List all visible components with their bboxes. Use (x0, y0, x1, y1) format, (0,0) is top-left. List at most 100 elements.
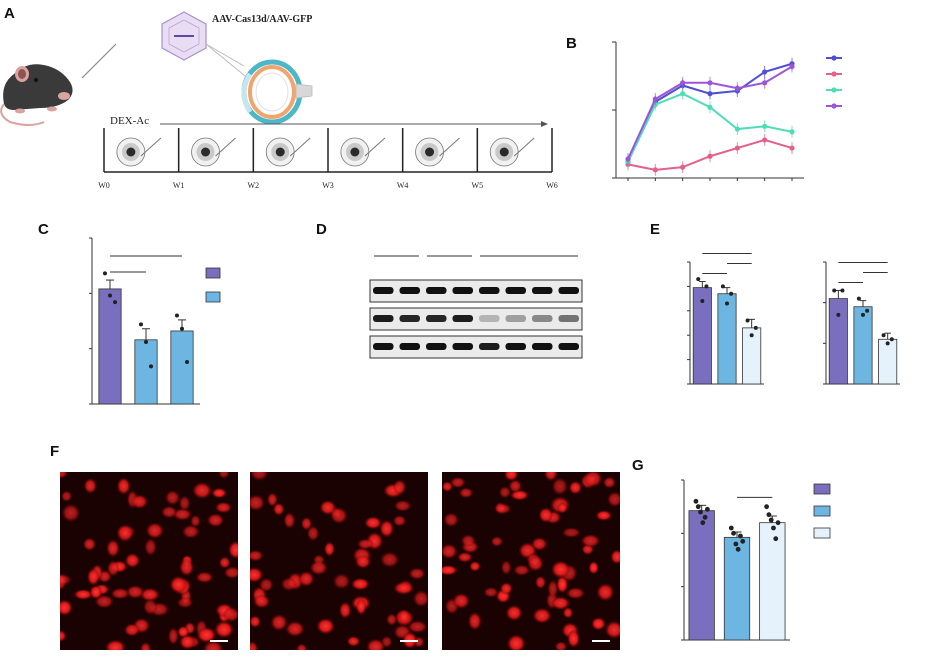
data-point (700, 299, 705, 304)
fluorescent-cell (452, 593, 470, 609)
fluorescent-cell (89, 585, 103, 599)
fluorescent-cell (562, 607, 574, 619)
fluorescent-cell (580, 534, 601, 548)
fluorescent-cell (250, 567, 264, 583)
b-legend-marker (831, 71, 837, 77)
timeline-week-label: W2 (248, 181, 260, 190)
fluorescent-cell (442, 543, 458, 559)
eye-icon-probe (439, 137, 460, 157)
panel-label-c: C (38, 221, 49, 238)
fluorescent-cell (588, 561, 599, 575)
data-point (149, 364, 154, 369)
fluorescent-cell (60, 599, 73, 616)
data-point (108, 293, 112, 298)
data-point (696, 277, 701, 282)
blot-band (373, 315, 394, 322)
data-point (764, 504, 770, 510)
fluorescent-cell (203, 640, 224, 650)
data-point (861, 312, 865, 317)
data-point (766, 512, 772, 518)
data-point (725, 301, 729, 306)
panel-label-e: E (650, 221, 660, 238)
fluorescent-cell (499, 486, 511, 499)
mouse-illustration (0, 64, 73, 126)
b-data-point (625, 156, 631, 162)
fluorescent-cell (501, 560, 512, 575)
bar (723, 536, 751, 641)
b-data-point (680, 80, 686, 86)
blot-band (558, 287, 579, 294)
fluorescent-cell (408, 567, 426, 580)
b-data-point (762, 137, 768, 143)
b-data-point (762, 123, 768, 129)
blot-band (505, 287, 526, 294)
fluorescent-cell (324, 541, 335, 557)
blot-band (532, 315, 553, 322)
b-legend-marker (831, 103, 837, 109)
timeline-week-label: W1 (173, 181, 185, 190)
fluorescent-cell (595, 510, 612, 521)
fluorescent-cell (270, 614, 288, 631)
fluorescent-cell (346, 636, 361, 647)
fluorescent-cell (131, 494, 148, 509)
fluorescent-cell (116, 524, 134, 542)
data-point (704, 284, 709, 289)
b-data-point (734, 85, 740, 91)
fluorescent-cell (307, 525, 320, 541)
scale-bar (400, 640, 418, 642)
fluorescent-cell (273, 502, 285, 516)
panel-e-ca2-chart (823, 261, 900, 385)
fluorescent-cell (215, 501, 232, 514)
data-point (771, 525, 776, 531)
fluorescent-cell (333, 573, 351, 590)
fluorescent-cell (566, 587, 585, 599)
data-point (749, 333, 754, 338)
fluorescent-cell (253, 594, 270, 609)
virus-label: AAV-Cas13d/AAV-GFP (212, 14, 312, 25)
panel-c-mrna-chart (89, 237, 221, 405)
eye-icon-pupil (126, 147, 136, 157)
panel-label-g: G (632, 457, 644, 474)
fluorescent-cell (450, 476, 466, 488)
blot-band (373, 287, 394, 294)
data-point (731, 530, 736, 536)
fluorescent-cell (223, 607, 238, 622)
panel-label-a: A (4, 5, 15, 22)
fluorescent-cell (407, 620, 428, 633)
data-point (728, 525, 734, 531)
eye-icon (191, 137, 236, 167)
fluorescent-cell (490, 536, 503, 547)
fluorescence-image (60, 472, 238, 650)
data-point (693, 498, 699, 504)
fluorescent-cell (551, 477, 568, 496)
timeline-week-label: W0 (98, 181, 110, 190)
data-point (840, 288, 845, 293)
fluorescent-cell (309, 560, 328, 575)
b-data-point (762, 69, 768, 75)
fluorescent-cell (551, 560, 571, 579)
blot-band (532, 287, 553, 294)
bar (878, 338, 898, 385)
fluorescent-cell (106, 539, 120, 558)
eye-icon-pupil (425, 147, 435, 157)
blot-band (479, 287, 500, 294)
bar (828, 298, 848, 385)
fluorescent-cell (504, 472, 519, 481)
data-point (704, 506, 710, 512)
scale-bar (210, 640, 228, 642)
g-legend-swatch (813, 483, 831, 495)
fluorescent-cell (532, 608, 552, 624)
fluorescent-cell (179, 634, 195, 650)
b-data-point (652, 96, 658, 102)
fluorescent-cell (386, 613, 397, 626)
fluorescent-cell (214, 620, 234, 638)
data-point (695, 504, 701, 510)
fluorescent-cell (460, 534, 476, 547)
scale-bar (592, 640, 610, 642)
eye-icon (415, 137, 460, 167)
data-point (180, 326, 184, 331)
eye-icon-pupil (275, 147, 285, 157)
fluorescent-cell (607, 491, 620, 507)
fluorescence-image (442, 472, 620, 650)
data-point (720, 284, 725, 289)
